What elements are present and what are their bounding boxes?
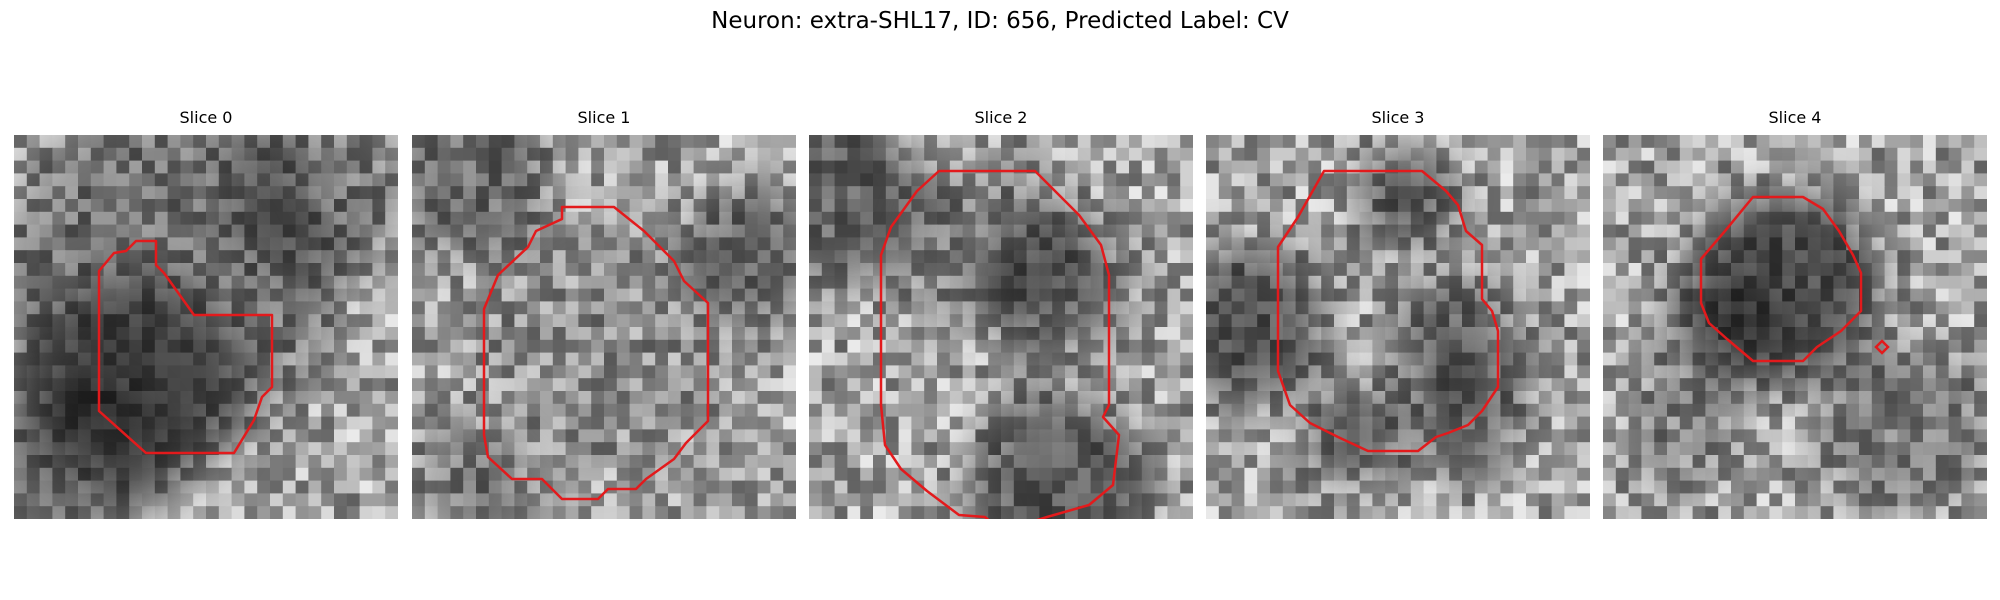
- slice-image-2: [809, 135, 1193, 519]
- figure-title: Neuron: extra-SHL17, ID: 656, Predicted …: [711, 8, 1289, 34]
- segmentation-contour-4: [1699, 195, 1863, 363]
- slice-image-3: [1206, 135, 1590, 519]
- segmentation-contour-3: [1276, 169, 1500, 453]
- slice-image-0: [14, 135, 398, 519]
- slice-title-0: Slice 0: [179, 108, 233, 127]
- slice-title-4: Slice 4: [1768, 108, 1822, 127]
- slice-title-1: Slice 1: [577, 108, 631, 127]
- segmentation-contour-1: [482, 205, 710, 501]
- segmentation-contour-2: [879, 169, 1121, 519]
- segmentation-contour-4-small: [1874, 339, 1890, 355]
- slice-image-1: [412, 135, 796, 519]
- slice-title-2: Slice 2: [974, 108, 1028, 127]
- segmentation-contour-0: [97, 239, 274, 455]
- slice-title-3: Slice 3: [1371, 108, 1425, 127]
- slice-image-4: [1603, 135, 1987, 519]
